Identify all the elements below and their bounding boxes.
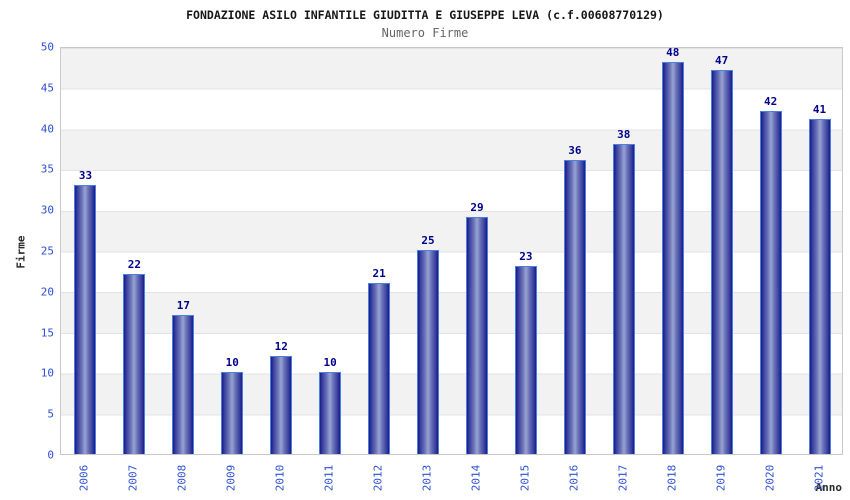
- bar: [465, 217, 488, 454]
- y-axis-tick-label: 25: [40, 244, 54, 258]
- bar: [74, 184, 97, 454]
- bar: [270, 356, 293, 454]
- bar-value-label: 36: [568, 144, 582, 158]
- x-axis-tick-label: 2013: [420, 464, 434, 492]
- bar: [221, 372, 244, 454]
- bar: [123, 274, 146, 454]
- bar-value-label: 22: [127, 258, 142, 272]
- bar: [563, 160, 586, 454]
- bar: [514, 266, 537, 454]
- x-axis-tick-label: 2010: [273, 464, 287, 492]
- y-axis-tick-label: 50: [40, 40, 54, 54]
- bar-value-label: 23: [519, 250, 533, 264]
- bar: [172, 315, 195, 454]
- chart-title: FONDAZIONE ASILO INFANTILE GIUDITTA E GI…: [186, 8, 664, 22]
- x-axis-tick-label: 2015: [518, 464, 532, 492]
- y-axis-tick-label: 45: [40, 81, 54, 95]
- bar-value-label: 17: [176, 299, 190, 313]
- x-axis-tick-label: 2014: [469, 464, 483, 492]
- bar: [417, 250, 440, 454]
- y-axis-tick-label: 5: [47, 407, 54, 421]
- bar-value-label: 29: [470, 201, 484, 215]
- plot-area: 33 22 17 10 12 10 21 25 29 23 36 38 48 47 42 41: [60, 46, 843, 455]
- x-axis-tick-label: 2008: [175, 464, 189, 492]
- bar-value-label: 25: [421, 234, 435, 247]
- bar: [368, 282, 391, 454]
- bar: [319, 372, 342, 454]
- bar: [710, 70, 733, 454]
- bar-value-label: 47: [715, 54, 729, 68]
- x-axis-tick-label: 2021: [812, 464, 826, 492]
- bar: [808, 119, 831, 454]
- y-axis-tick-label: 0: [47, 448, 54, 462]
- y-axis-tick-label: 20: [40, 285, 54, 299]
- x-axis-tick-label: 2016: [567, 464, 581, 492]
- bar-value-label: 21: [372, 266, 386, 280]
- bar-value-label: 48: [666, 46, 680, 60]
- x-axis-tick-label: 2011: [322, 464, 336, 492]
- bar-value-label: 33: [78, 168, 93, 182]
- bar-value-label: 10: [225, 356, 239, 370]
- bar-value-label: 12: [274, 340, 288, 354]
- x-axis-title: Anno: [815, 481, 843, 494]
- y-axis-tick-label: 30: [40, 203, 54, 217]
- bar-value-label: 42: [763, 95, 778, 109]
- bar: [612, 143, 635, 454]
- x-axis-tick-label: 2009: [224, 464, 238, 492]
- x-axis-tick-label: 2019: [714, 464, 728, 492]
- x-axis-tick-label: 2020: [763, 464, 777, 492]
- y-axis-tick-label: 10: [40, 366, 54, 380]
- y-axis-tick-label: 15: [40, 326, 54, 340]
- bar: [759, 111, 782, 454]
- chart-subtitle: Numero Firme: [381, 26, 469, 40]
- y-axis-tick-label: 35: [40, 162, 54, 176]
- x-axis-tick-label: 2012: [371, 464, 385, 492]
- bar-value-label: 41: [812, 103, 827, 117]
- x-axis-tick-label: 2017: [616, 464, 630, 492]
- x-axis-tick-label: 2018: [665, 464, 679, 492]
- bar-value-label: 10: [323, 356, 337, 370]
- y-axis-tick-label: 40: [40, 122, 54, 136]
- bar-value-label: 38: [617, 127, 631, 141]
- x-axis-tick-label: 2007: [126, 464, 140, 492]
- bar: [661, 62, 684, 454]
- x-axis-tick-label: 2006: [77, 464, 91, 492]
